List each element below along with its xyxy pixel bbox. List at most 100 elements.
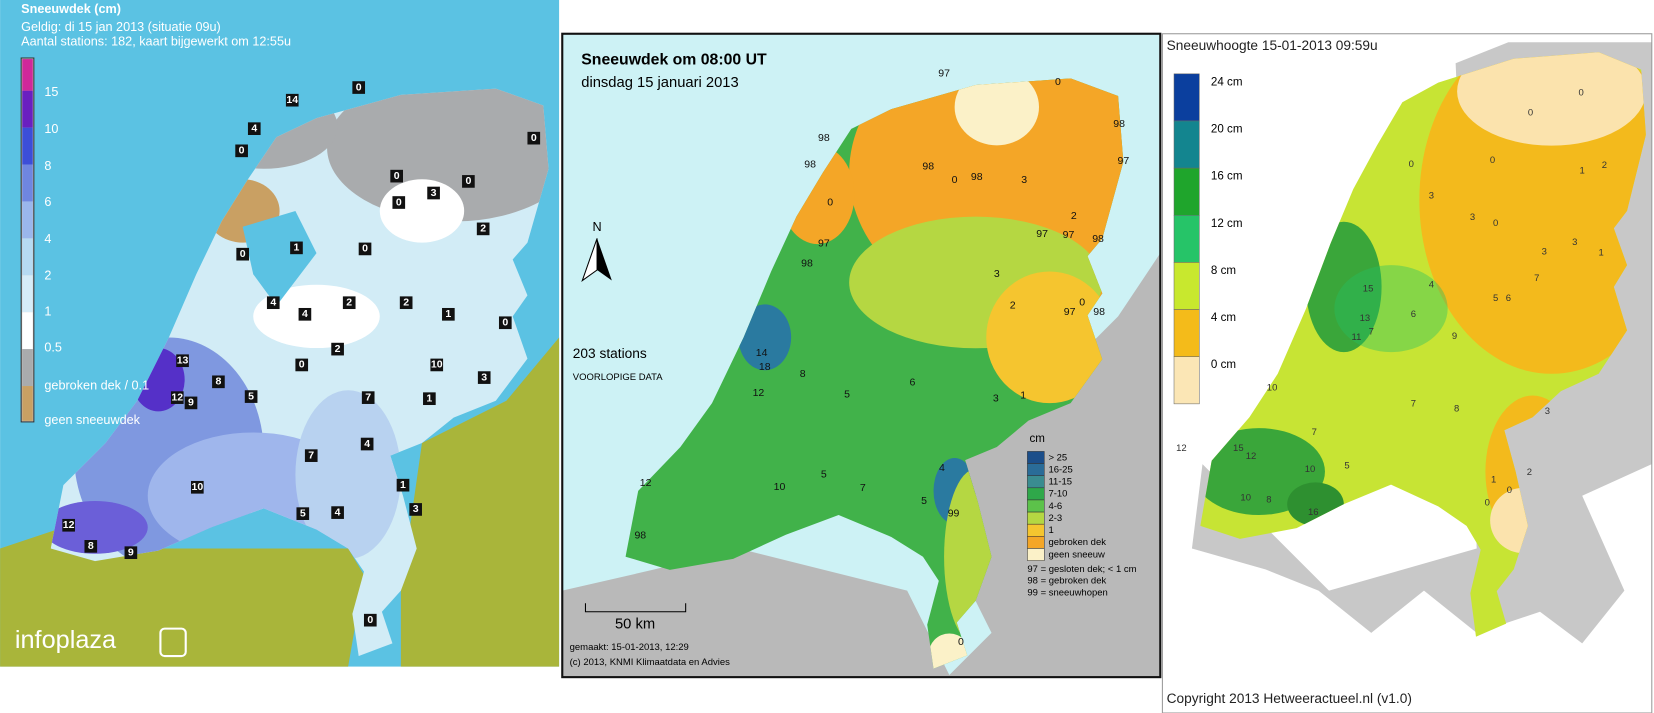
station-value: 10 [1267, 383, 1278, 394]
station-value: 2 [1010, 300, 1016, 312]
station-value: 2 [1071, 210, 1077, 222]
station-value: 2 [1527, 467, 1532, 478]
legend-label: geen sneeuw [1048, 549, 1105, 560]
station-value: 0 [827, 196, 833, 208]
station-box [462, 175, 475, 188]
station-value: 5 [821, 468, 827, 480]
station-value: 0 [396, 196, 402, 208]
station-value: 15 [1363, 283, 1374, 294]
station-value: 1 [1020, 389, 1026, 401]
legend-swatch [1027, 475, 1045, 489]
station-box [236, 247, 250, 261]
station-box [442, 307, 455, 321]
station-box [304, 449, 318, 462]
station-value: 12 [1246, 451, 1257, 462]
credit: (c) 2013, KNMI Klimaatdata en Advies [570, 657, 731, 668]
station-value: 8 [1266, 494, 1271, 505]
station-value: 2 [403, 296, 409, 308]
station-value: 97 [1036, 228, 1048, 240]
legend-swatch [1027, 536, 1045, 549]
station-value: 10 [431, 359, 443, 371]
station-value: 0 [465, 175, 471, 187]
station-value: 5 [1344, 461, 1349, 472]
legend-label: 20 cm [1211, 122, 1243, 135]
station-value: 2 [335, 343, 341, 355]
legend-swatch [1173, 262, 1200, 310]
station-value: 7 [308, 449, 314, 461]
station-value: 1 [1599, 248, 1604, 259]
station-value: 0 [1578, 87, 1583, 98]
station-value: 9 [188, 397, 194, 409]
station-value: 97 [1064, 306, 1076, 318]
station-box [295, 358, 309, 372]
station-value: 7 [1369, 327, 1374, 338]
station-box [409, 503, 422, 516]
station-value: 0 [356, 81, 362, 93]
station-value: 4 [1429, 279, 1434, 290]
station-value: 0 [952, 174, 958, 186]
subtitle: Geldig: di 15 jan 2013 (situatie 09u) [21, 20, 221, 34]
station-box [392, 196, 406, 209]
station-box [184, 396, 198, 410]
station-box [84, 540, 98, 553]
made: gemaakt: 15-01-2013, 12:29 [570, 642, 689, 653]
title: Sneeuwdek (cm) [21, 2, 121, 16]
station-box [396, 478, 410, 492]
station-value: 7 [860, 482, 866, 494]
station-value: 98 [1113, 118, 1125, 130]
legend-code: 98 = gebroken dek [1027, 576, 1106, 587]
station-value: 8 [88, 540, 94, 552]
station-value: 9 [1452, 331, 1457, 342]
station-value: 0 [1485, 498, 1490, 509]
legend-label: gebroken dek [1048, 537, 1106, 548]
station-box [190, 480, 204, 494]
legend-swatch [1027, 487, 1045, 501]
station-value: 13 [1360, 313, 1371, 324]
legend-swatch [1027, 523, 1045, 537]
station-value: 1 [426, 392, 432, 404]
station-box [476, 222, 490, 236]
legend-label: 12 cm [1211, 217, 1243, 230]
title: Sneeuwhoogte 15-01-2013 09:59u [1167, 38, 1378, 53]
station-box [212, 375, 225, 389]
station-box [331, 506, 344, 519]
station-value: 9 [128, 546, 134, 558]
station-box [477, 371, 491, 384]
station-value: 97 [1063, 229, 1075, 241]
station-value: 13 [177, 355, 189, 367]
station-value: 5 [921, 495, 927, 507]
station-value: 0 [1055, 76, 1061, 88]
station-value: 1 [1491, 474, 1496, 485]
station-value: 4 [251, 122, 257, 134]
legend-label: 7-10 [1048, 489, 1067, 500]
scale-label: 50 km [615, 616, 655, 632]
station-box [423, 392, 436, 406]
station-box [170, 391, 184, 404]
station-value: 98 [818, 132, 830, 144]
station-count: 203 stations [573, 346, 647, 361]
panel-knmi: Sneeuwdek om 08:00 UT dinsdag 15 januari… [561, 32, 1162, 679]
station-value: 3 [1545, 406, 1550, 417]
station-value: 12 [171, 391, 183, 403]
station-value: 6 [1506, 293, 1511, 304]
station-value: 98 [634, 530, 646, 542]
legend-code: 99 = sneeuwhopen [1027, 587, 1107, 598]
station-box [352, 81, 366, 94]
legend-label: > 25 [1048, 452, 1067, 463]
station-value: 0 [394, 170, 400, 182]
title: Sneeuwdek om 08:00 UT [581, 51, 767, 68]
station-value: 98 [1092, 233, 1104, 245]
station-box [361, 391, 375, 404]
station-value: 98 [801, 257, 813, 269]
station-value: 7 [1312, 427, 1317, 438]
station-box [527, 131, 541, 145]
station-value: 0 [299, 359, 305, 371]
legend-swatch [1027, 499, 1045, 513]
station-box [363, 613, 377, 627]
legend-swatch [1027, 451, 1045, 464]
station-value: 1 [445, 308, 451, 320]
station-value: 0 [531, 132, 537, 144]
station-value: 10 [191, 481, 203, 493]
station-value: 12 [640, 477, 652, 489]
legend-label: 6 [44, 195, 51, 209]
